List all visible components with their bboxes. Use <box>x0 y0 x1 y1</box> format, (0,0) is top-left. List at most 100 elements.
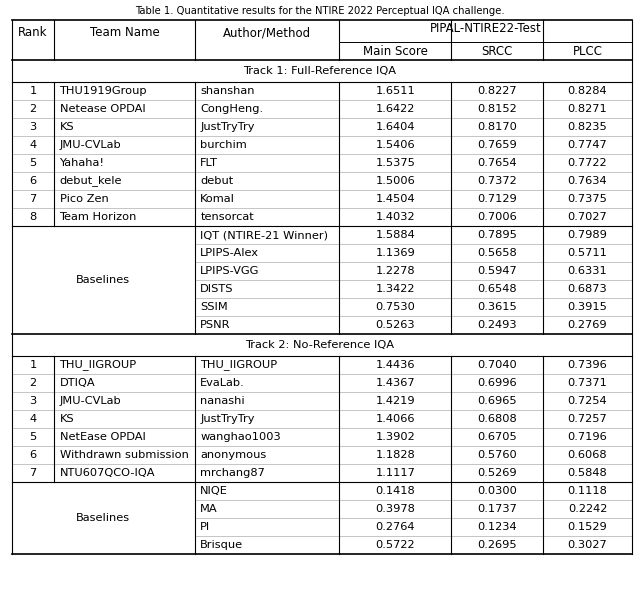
Text: PI: PI <box>200 522 211 532</box>
Text: 0.5848: 0.5848 <box>568 468 607 478</box>
Text: Baselines: Baselines <box>76 275 131 285</box>
Text: Table 1. Quantitative results for the NTIRE 2022 Perceptual IQA challenge.: Table 1. Quantitative results for the NT… <box>135 6 505 16</box>
Text: 1.5006: 1.5006 <box>375 176 415 186</box>
Text: Track 2: No-Reference IQA: Track 2: No-Reference IQA <box>246 340 394 350</box>
Text: 0.5658: 0.5658 <box>477 248 517 258</box>
Text: Main Score: Main Score <box>363 45 428 58</box>
Text: 0.5947: 0.5947 <box>477 266 517 276</box>
Text: Withdrawn submission: Withdrawn submission <box>60 450 188 460</box>
Text: 0.8170: 0.8170 <box>477 122 517 132</box>
Text: 1.4504: 1.4504 <box>376 194 415 204</box>
Text: 0.7659: 0.7659 <box>477 140 517 150</box>
Text: 6: 6 <box>29 176 36 186</box>
Text: 0.7722: 0.7722 <box>568 158 607 168</box>
Text: Author/Method: Author/Method <box>223 26 311 39</box>
Text: KS: KS <box>60 122 74 132</box>
Text: 0.1418: 0.1418 <box>375 486 415 496</box>
Text: 0.8152: 0.8152 <box>477 104 517 114</box>
Text: 0.6068: 0.6068 <box>568 450 607 460</box>
Text: 0.3978: 0.3978 <box>375 504 415 514</box>
Text: JMU-CVLab: JMU-CVLab <box>60 396 121 406</box>
Text: 7: 7 <box>29 194 36 204</box>
Text: Netease OPDAI: Netease OPDAI <box>60 104 145 114</box>
Text: 0.7129: 0.7129 <box>477 194 517 204</box>
Text: 4: 4 <box>29 140 36 150</box>
Text: PLCC: PLCC <box>573 45 602 58</box>
Text: FLT: FLT <box>200 158 218 168</box>
Text: 5: 5 <box>29 158 36 168</box>
Text: mrchang87: mrchang87 <box>200 468 265 478</box>
Text: 1.4219: 1.4219 <box>376 396 415 406</box>
Text: Komal: Komal <box>200 194 235 204</box>
Text: SRCC: SRCC <box>481 45 513 58</box>
Text: THU1919Group: THU1919Group <box>60 86 147 96</box>
Text: 1.1828: 1.1828 <box>375 450 415 460</box>
Text: shanshan: shanshan <box>200 86 255 96</box>
Text: 0.6965: 0.6965 <box>477 396 516 406</box>
Text: 0.7027: 0.7027 <box>568 212 607 222</box>
Text: 0.7654: 0.7654 <box>477 158 516 168</box>
Text: 0.8271: 0.8271 <box>568 104 607 114</box>
Text: 0.7989: 0.7989 <box>568 230 607 240</box>
Text: 1.1369: 1.1369 <box>375 248 415 258</box>
Text: 1.4032: 1.4032 <box>376 212 415 222</box>
Text: 0.2242: 0.2242 <box>568 504 607 514</box>
Text: 0.7375: 0.7375 <box>568 194 607 204</box>
Text: 1.6511: 1.6511 <box>375 86 415 96</box>
Text: LPIPS-Alex: LPIPS-Alex <box>200 248 259 258</box>
Text: 0.5722: 0.5722 <box>376 540 415 550</box>
Text: 0.2769: 0.2769 <box>568 320 607 330</box>
Text: 0.5760: 0.5760 <box>477 450 517 460</box>
Text: nanashi: nanashi <box>200 396 245 406</box>
Text: 1.3422: 1.3422 <box>376 284 415 294</box>
Text: 0.7895: 0.7895 <box>477 230 517 240</box>
Text: 0.1529: 0.1529 <box>568 522 607 532</box>
Text: DTIQA: DTIQA <box>60 378 95 388</box>
Text: 8: 8 <box>29 212 36 222</box>
Text: MA: MA <box>200 504 218 514</box>
Text: 0.7634: 0.7634 <box>568 176 607 186</box>
Text: Team Horizon: Team Horizon <box>60 212 137 222</box>
Text: 0.2493: 0.2493 <box>477 320 516 330</box>
Text: 1.5375: 1.5375 <box>375 158 415 168</box>
Text: 0.0300: 0.0300 <box>477 486 517 496</box>
Text: 7: 7 <box>29 468 36 478</box>
Text: 1.4367: 1.4367 <box>376 378 415 388</box>
Text: THU_IIGROUP: THU_IIGROUP <box>60 359 137 371</box>
Text: 2: 2 <box>29 104 36 114</box>
Text: 0.6996: 0.6996 <box>477 378 516 388</box>
Text: 1.6404: 1.6404 <box>376 122 415 132</box>
Text: 5: 5 <box>29 432 36 442</box>
Text: tensorcat: tensorcat <box>200 212 254 222</box>
Text: 0.7196: 0.7196 <box>568 432 607 442</box>
Text: Baselines: Baselines <box>76 513 131 523</box>
Text: Pico Zen: Pico Zen <box>60 194 108 204</box>
Text: 0.7254: 0.7254 <box>568 396 607 406</box>
Text: PSNR: PSNR <box>200 320 231 330</box>
Text: 0.7747: 0.7747 <box>568 140 607 150</box>
Text: 0.1234: 0.1234 <box>477 522 516 532</box>
Text: Brisque: Brisque <box>200 540 243 550</box>
Text: 0.8284: 0.8284 <box>568 86 607 96</box>
Text: LPIPS-VGG: LPIPS-VGG <box>200 266 260 276</box>
Text: EvaLab.: EvaLab. <box>200 378 245 388</box>
Text: 0.1118: 0.1118 <box>568 486 607 496</box>
Text: 0.6705: 0.6705 <box>477 432 517 442</box>
Text: DISTS: DISTS <box>200 284 234 294</box>
Text: CongHeng.: CongHeng. <box>200 104 264 114</box>
Text: 0.7371: 0.7371 <box>568 378 607 388</box>
Text: 1.2278: 1.2278 <box>376 266 415 276</box>
Text: 1.1117: 1.1117 <box>375 468 415 478</box>
Text: JustTryTry: JustTryTry <box>200 122 255 132</box>
Text: 0.6873: 0.6873 <box>568 284 607 294</box>
Text: THU_IIGROUP: THU_IIGROUP <box>200 359 278 371</box>
Text: 0.7372: 0.7372 <box>477 176 517 186</box>
Text: 0.7040: 0.7040 <box>477 360 517 370</box>
Text: 0.6808: 0.6808 <box>477 414 517 424</box>
Text: 1.5884: 1.5884 <box>375 230 415 240</box>
Text: 0.1737: 0.1737 <box>477 504 517 514</box>
Text: 1.3902: 1.3902 <box>375 432 415 442</box>
Text: Track 1: Full-Reference IQA: Track 1: Full-Reference IQA <box>243 66 397 76</box>
Text: Rank: Rank <box>18 26 48 39</box>
Text: 0.6548: 0.6548 <box>477 284 516 294</box>
